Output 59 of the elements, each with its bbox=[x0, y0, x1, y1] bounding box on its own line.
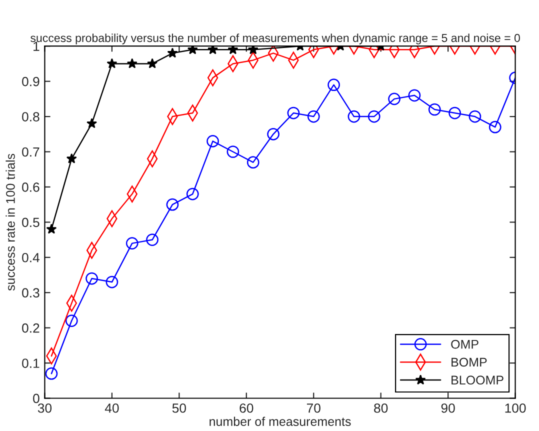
point bbox=[328, 78, 340, 92]
x-axis-title: number of measurements bbox=[210, 416, 351, 426]
y-tick-label: 0.7 bbox=[22, 147, 40, 157]
point bbox=[46, 224, 57, 234]
legend-label: OMP bbox=[451, 340, 478, 349]
y-tick-label: 0.5 bbox=[22, 218, 40, 228]
point bbox=[86, 118, 98, 128]
point bbox=[348, 110, 360, 123]
x-tick-label: 50 bbox=[172, 403, 186, 413]
point bbox=[448, 106, 461, 120]
point bbox=[268, 46, 279, 62]
y-tick-label: 0.4 bbox=[22, 252, 40, 262]
point bbox=[126, 237, 138, 250]
point bbox=[428, 103, 441, 116]
point bbox=[368, 110, 380, 123]
y-tick-label: 0.3 bbox=[22, 288, 40, 298]
x-tick-label: 90 bbox=[441, 403, 455, 413]
point bbox=[206, 135, 219, 148]
point bbox=[187, 46, 198, 54]
y-tick-label: 0.6 bbox=[22, 182, 40, 192]
point bbox=[166, 198, 179, 211]
x-tick-label: 40 bbox=[104, 403, 119, 413]
point bbox=[408, 89, 421, 102]
legend-label: BLOOMP bbox=[452, 376, 504, 385]
point bbox=[388, 92, 400, 106]
point bbox=[186, 188, 199, 200]
point bbox=[267, 128, 280, 140]
y-tick-label: 0.8 bbox=[22, 112, 40, 122]
point bbox=[86, 272, 98, 285]
point bbox=[106, 58, 118, 68]
point bbox=[246, 156, 260, 168]
y-tick-label: 0 bbox=[33, 394, 40, 404]
point bbox=[65, 314, 78, 327]
x-tick-label: 30 bbox=[38, 403, 52, 413]
point bbox=[488, 120, 502, 134]
y-tick-label: 0.1 bbox=[22, 358, 40, 368]
legend-label: BOMP bbox=[452, 358, 487, 367]
point bbox=[226, 146, 240, 158]
point bbox=[146, 234, 158, 246]
point bbox=[248, 46, 258, 54]
point bbox=[468, 110, 482, 123]
point bbox=[45, 367, 58, 380]
y-tick-label: 0.2 bbox=[22, 323, 40, 333]
point bbox=[126, 58, 138, 68]
x-tick-label: 100 bbox=[505, 403, 526, 413]
point bbox=[147, 58, 158, 68]
x-tick-label: 80 bbox=[374, 403, 388, 413]
x-tick-label: 60 bbox=[240, 403, 254, 413]
point bbox=[208, 46, 218, 54]
point bbox=[228, 46, 238, 54]
point bbox=[307, 110, 320, 123]
point bbox=[106, 276, 118, 288]
y-tick-label: 0.9 bbox=[22, 76, 40, 86]
x-tick-label: 70 bbox=[306, 403, 320, 413]
y-tick-label: 1 bbox=[34, 42, 40, 51]
point bbox=[66, 153, 77, 164]
y-axis-title: success rate in 100 trials bbox=[6, 154, 15, 291]
point bbox=[167, 48, 178, 58]
point bbox=[287, 106, 300, 120]
